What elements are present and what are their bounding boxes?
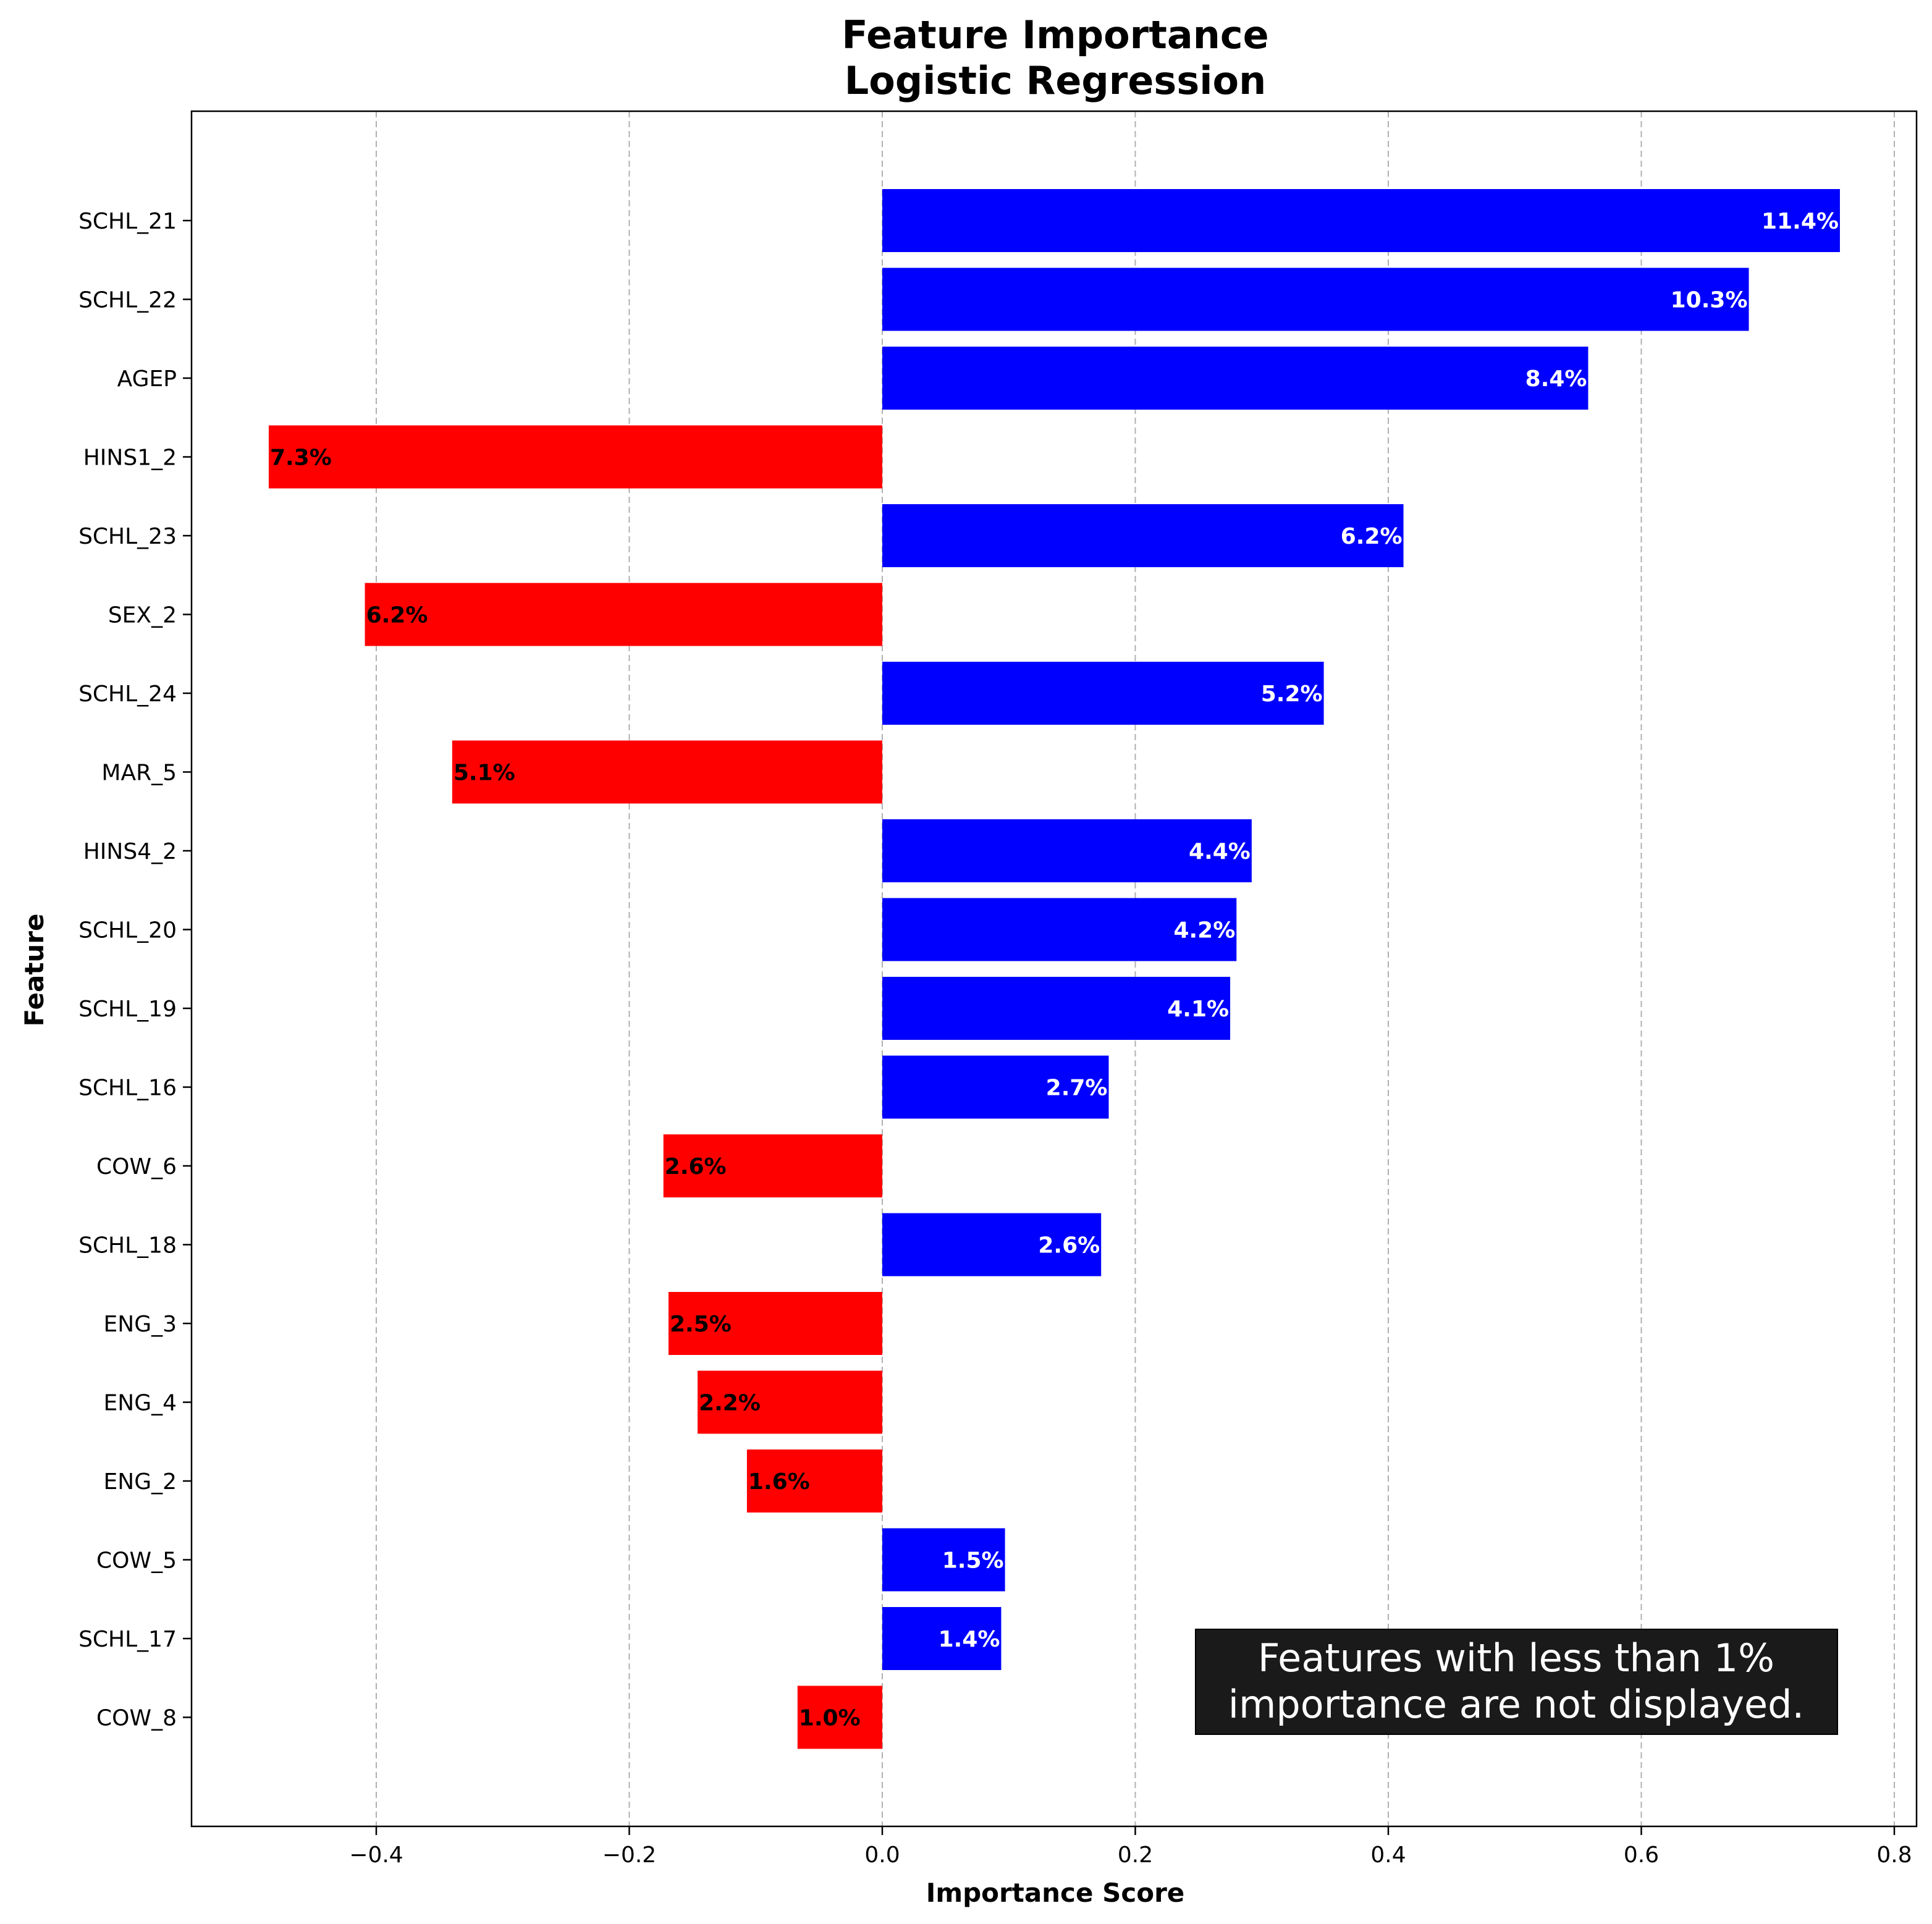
y-tick-label: SCHL_19 [78, 997, 177, 1022]
y-tick-label: HINS4_2 [83, 839, 177, 864]
bar-value-label: 2.6% [665, 1154, 727, 1179]
x-tick-label: 0.0 [864, 1842, 900, 1868]
y-tick-label: SCHL_17 [78, 1627, 177, 1652]
bar [746, 1449, 882, 1513]
bar-value-label: 4.4% [1189, 839, 1251, 864]
y-tick-label: SCHL_18 [78, 1233, 177, 1259]
bar-value-label: 7.3% [270, 445, 332, 471]
bar [882, 1213, 1102, 1276]
bar [882, 977, 1231, 1040]
bar [882, 347, 1588, 410]
y-tick-label: MAR_5 [101, 761, 177, 786]
y-tick-label: ENG_4 [104, 1391, 177, 1416]
note-box: Features with less than 1% importance ar… [1195, 1629, 1838, 1735]
bar-value-label: 6.2% [366, 603, 428, 628]
y-tick-label: ENG_2 [104, 1469, 177, 1495]
bar [882, 189, 1840, 252]
bar-value-label: 4.2% [1173, 918, 1235, 943]
bar [668, 1292, 882, 1355]
x-axis-ticks: −0.4 −0.2 0.0 0.2 0.4 0.6 0.8 [349, 1826, 1912, 1868]
y-tick-label: COW_8 [96, 1706, 177, 1731]
bar-value-labels: 11.4% 10.3% 8.4% 7.3% 6.2% 6.2% 5.2% 5.1% 4.4% 4.… [270, 209, 1839, 1731]
x-tick-label: 0.6 [1624, 1842, 1659, 1868]
bar-value-label: 2.5% [670, 1312, 732, 1337]
bar-value-label: 1.6% [748, 1469, 810, 1495]
y-tick-label: SCHL_16 [78, 1076, 177, 1101]
y-tick-label: COW_5 [96, 1548, 177, 1574]
y-tick-label: HINS1_2 [83, 445, 177, 471]
bars [268, 189, 1840, 1749]
bar-value-label: 2.2% [699, 1391, 761, 1416]
bar-value-label: 6.2% [1341, 524, 1403, 549]
bar-value-label: 10.3% [1671, 288, 1748, 313]
bar [797, 1686, 882, 1749]
bar [698, 1370, 882, 1434]
y-tick-label: COW_6 [96, 1154, 177, 1179]
y-tick-label: SCHL_23 [78, 524, 177, 549]
x-tick-label: 0.4 [1370, 1842, 1406, 1868]
plot-frame [190, 110, 1918, 1828]
bar [365, 583, 882, 646]
bar-value-label: 4.1% [1167, 997, 1229, 1022]
y-axis-label: Feature [19, 914, 49, 1027]
bar [452, 740, 882, 804]
note-line-2: importance are not displayed. [1228, 1682, 1805, 1727]
bar-value-label: 11.4% [1761, 209, 1839, 234]
x-axis-label: Importance Score [926, 1878, 1185, 1908]
bar [882, 819, 1252, 882]
bar-value-label: 1.4% [939, 1627, 1000, 1652]
bar [882, 504, 1404, 567]
bar [882, 268, 1749, 331]
bar-value-label: 8.4% [1525, 366, 1587, 392]
y-tick-label: AGEP [117, 366, 177, 392]
y-tick-label: SCHL_24 [78, 681, 177, 707]
x-tick-label: −0.2 [602, 1842, 656, 1868]
bar [663, 1134, 882, 1197]
bar-value-label: 2.6% [1038, 1233, 1100, 1259]
y-tick-label: SCHL_22 [78, 288, 177, 313]
bar [882, 898, 1237, 961]
bar [882, 1607, 1002, 1670]
y-tick-label: SCHL_20 [78, 918, 177, 943]
y-tick-label: SCHL_21 [78, 209, 177, 234]
bar [882, 1055, 1109, 1119]
y-tick-label: SEX_2 [108, 603, 177, 628]
chart-title: Feature Importance [842, 12, 1268, 57]
x-tick-label: 0.8 [1876, 1842, 1912, 1868]
y-tick-label: ENG_3 [104, 1312, 177, 1337]
chart-subtitle: Logistic Regression [845, 58, 1266, 103]
bar-value-label: 1.5% [942, 1548, 1004, 1574]
bar [882, 1528, 1005, 1592]
bar-value-label: 2.7% [1046, 1076, 1108, 1101]
x-tick-label: −0.4 [349, 1842, 403, 1868]
bar-value-label: 5.1% [453, 761, 515, 786]
bar-value-label: 5.2% [1261, 681, 1323, 707]
bar [882, 662, 1324, 725]
y-axis-ticks: SCHL_21 SCHL_22 AGEP HINS1_2 SCHL_23 SEX_2 SCH… [78, 209, 192, 1731]
note-line-1: Features with less than 1% [1258, 1635, 1774, 1681]
note-box-background [1195, 1629, 1838, 1735]
bar [268, 425, 882, 489]
x-tick-label: 0.2 [1118, 1842, 1153, 1868]
bar-value-label: 1.0% [799, 1706, 861, 1731]
